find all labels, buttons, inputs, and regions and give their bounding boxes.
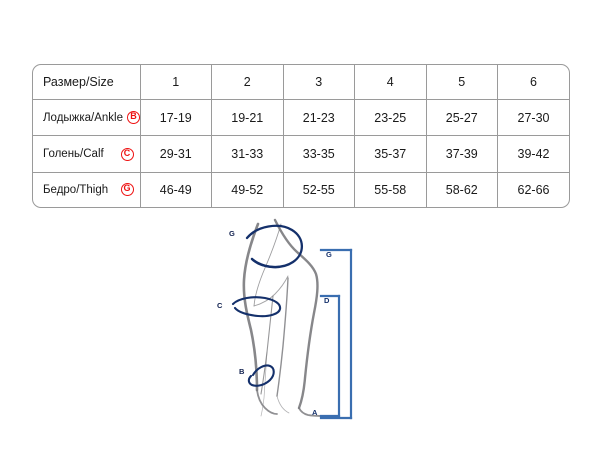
header-label-cell: Размер/Size — [33, 65, 141, 101]
cell-thigh-3: 52-55 — [283, 172, 355, 207]
calf-badge-icon: C — [120, 147, 134, 161]
cell-calf-6: 39-42 — [497, 135, 569, 173]
size-table: Размер/Size 1 2 3 4 5 6 Лодыжка/Ankle B — [32, 64, 570, 208]
cell-ankle-5: 25-27 — [426, 99, 498, 137]
header-size-2: 2 — [211, 65, 284, 101]
measurement-rings — [231, 224, 304, 387]
cell-calf-4: 35-37 — [354, 135, 427, 173]
cell-calf-2: 31-33 — [211, 135, 284, 173]
cell-thigh-4: 55-58 — [354, 172, 427, 207]
outer-bracket-g-to-a — [319, 248, 353, 420]
row-label-text: Лодыжка/Ankle — [43, 111, 124, 124]
cell-calf-1: 29-31 — [140, 135, 212, 173]
table-row: Бедро/Thigh G 46-49 49-52 52-55 55-58 58… — [33, 172, 569, 207]
thigh-ring-icon — [245, 224, 304, 269]
leg-measurement-diagram: G C B G D A — [195, 218, 405, 443]
row-label-thigh: Бедро/Thigh G — [33, 172, 141, 207]
cell-ankle-2: 19-21 — [211, 99, 284, 137]
row-label-text: Голень/Calf — [43, 148, 104, 161]
table-header-row: Размер/Size 1 2 3 4 5 6 — [33, 65, 569, 101]
cell-thigh-6: 62-66 — [517, 182, 550, 197]
ankle-ring-label: B — [239, 367, 245, 376]
row-label-ankle: Лодыжка/Ankle B — [33, 99, 141, 137]
measurement-brackets — [319, 248, 353, 420]
header-size-6: 6 — [497, 65, 569, 101]
bracket-label-a: A — [312, 408, 318, 417]
row-label-calf: Голень/Calf C — [33, 135, 141, 173]
cell-ankle-3: 21-23 — [283, 99, 355, 137]
cell-thigh-5: 58-62 — [426, 172, 498, 207]
bracket-label-g: G — [326, 250, 332, 259]
cell-ankle-4: 23-25 — [354, 99, 427, 137]
thigh-ring-label: G — [229, 229, 235, 238]
ankle-badge-icon: B — [127, 111, 141, 125]
inner-bracket-d-to-a — [319, 294, 341, 418]
header-size-1: 1 — [140, 65, 212, 101]
table-row: Лодыжка/Ankle B 17-19 19-21 21-23 23-25 … — [33, 99, 569, 137]
size-table-grid: Размер/Size 1 2 3 4 5 6 Лодыжка/Ankle B — [33, 65, 569, 207]
calf-ring-label: C — [217, 301, 223, 310]
cell-thigh-2: 49-52 — [211, 172, 284, 207]
cell-calf-3: 33-35 — [283, 135, 355, 173]
leg-outline-illustration — [242, 218, 325, 417]
cell-calf-5: 37-39 — [426, 135, 498, 173]
bracket-label-d: D — [324, 296, 330, 305]
header-size-3: 3 — [283, 65, 355, 101]
header-size-5: 5 — [426, 65, 498, 101]
table-row: Голень/Calf C 29-31 31-33 33-35 35-37 37… — [33, 135, 569, 173]
cell-ankle-1: 17-19 — [140, 99, 212, 137]
calf-ring-icon — [231, 296, 282, 318]
thigh-badge-icon: G — [120, 183, 134, 197]
cell-thigh-1: 46-49 — [140, 172, 212, 207]
row-label-text: Бедро/Thigh — [43, 183, 109, 196]
cell-ankle-6: 27-30 — [497, 99, 569, 137]
ankle-ring-icon — [247, 364, 275, 387]
header-size-4: 4 — [354, 65, 427, 101]
